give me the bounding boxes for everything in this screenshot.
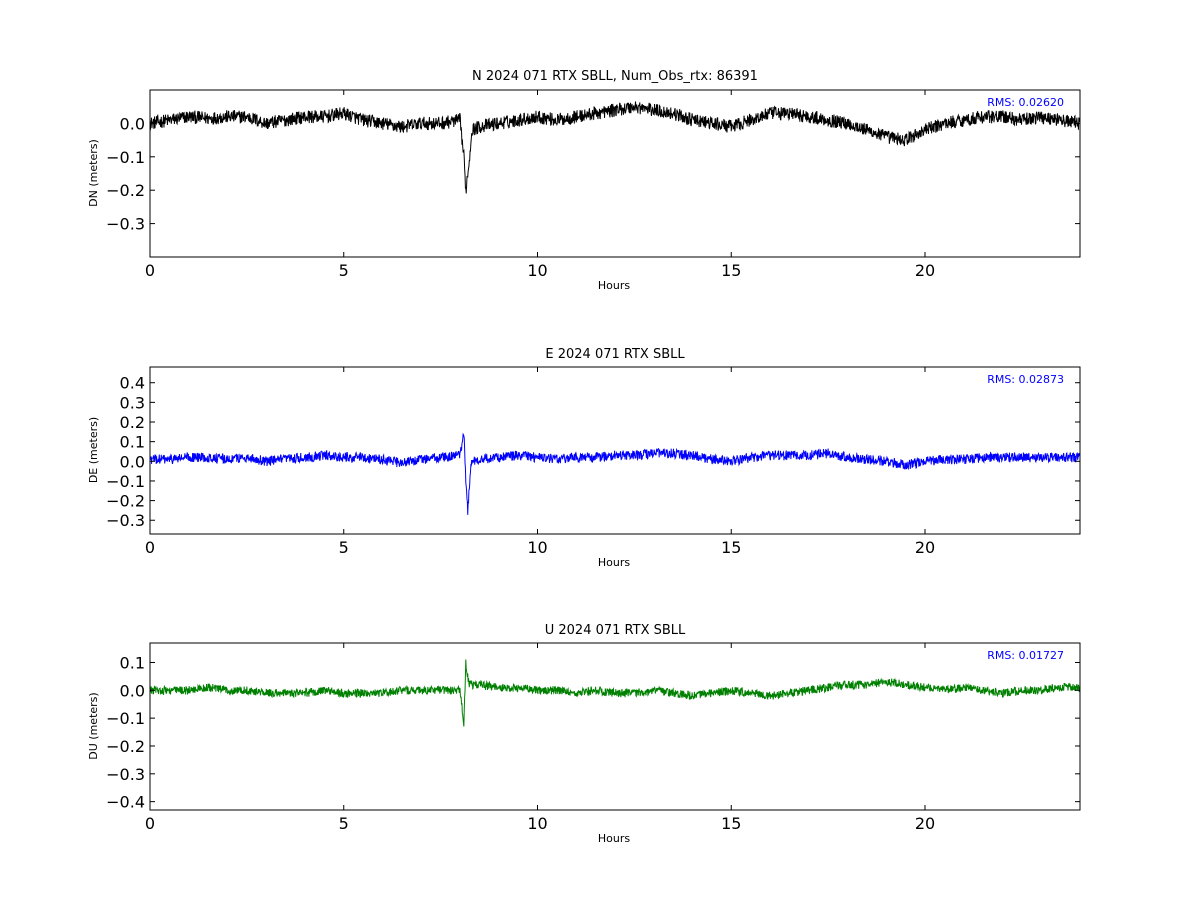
panel-north-xtick-label: 5 (339, 261, 349, 280)
panel-up-xtick-label: 10 (527, 814, 547, 833)
panel-up-ytick-label: −0.3 (106, 765, 145, 784)
panel-east-xtick-label: 20 (915, 538, 935, 557)
panel-up-ytick-label: 0.0 (120, 681, 145, 700)
panel-north-series-line (150, 101, 1080, 194)
panel-up-plot: 0 5 10 15 20 0.1 0.0 −0.1 −0.2 −0.3 −0.4 (106, 642, 1081, 833)
panel-north-xtick-label: 15 (721, 261, 741, 280)
panel-up-ylabel: DU (meters) (87, 692, 100, 759)
panel-north-ylabel: DN (meters) (87, 139, 100, 207)
panel-east-ytick-label: 0.4 (120, 374, 145, 393)
panel-east-xlabel: Hours (598, 556, 630, 569)
panel-east-series-line (150, 432, 1080, 515)
panel-east-xtick-label: 5 (339, 538, 349, 557)
panel-east: E 2024 071 RTX SBLL 0 5 10 15 20 0.40.30.20.1… (87, 347, 1081, 569)
panel-north-ytick-label: 0.0 (120, 114, 145, 133)
panel-east-ytick-label: 0.0 (120, 452, 145, 471)
panel-east-ytick-label: −0.1 (106, 472, 145, 491)
panel-up-xtick-label: 20 (915, 814, 935, 833)
panel-north-title: N 2024 071 RTX SBLL, Num_Obs_rtx: 86391 (472, 69, 758, 84)
panel-up-xlabel: Hours (598, 832, 630, 845)
panel-up-rms: RMS: 0.01727 (987, 649, 1064, 662)
panel-east-xtick-label: 15 (721, 538, 741, 557)
panel-east-ytick-label: 0.2 (120, 413, 145, 432)
panel-up-xtick-label: 15 (721, 814, 741, 833)
panel-east-ytick-label: −0.2 (106, 492, 145, 511)
panel-up-ytick-label: −0.2 (106, 737, 145, 756)
panel-up-xtick-label: 5 (339, 814, 349, 833)
panel-north-rms: RMS: 0.02620 (987, 96, 1064, 109)
panel-east-ytick-label: −0.3 (106, 511, 145, 530)
panel-east-axes-frame (149, 366, 1081, 535)
panel-east-ytick-label: 0.1 (120, 433, 145, 452)
panel-east-xtick-label: 0 (145, 538, 155, 557)
panel-up-title: U 2024 071 RTX SBLL (545, 623, 686, 638)
panel-north-xtick-label: 20 (915, 261, 935, 280)
panel-up-ytick-label: −0.1 (106, 709, 145, 728)
panel-north-ytick-label: −0.3 (106, 215, 145, 234)
panel-north-axes-frame (149, 89, 1081, 258)
panel-up: U 2024 071 RTX SBLL 0 5 10 15 20 0.1 0.0 −0.1 −0… (87, 623, 1081, 845)
panel-east-rms: RMS: 0.02873 (987, 373, 1064, 386)
panel-north-ytick-label: −0.2 (106, 181, 145, 200)
panel-east-title: E 2024 071 RTX SBLL (545, 347, 685, 362)
panel-up-axes-frame (149, 642, 1081, 811)
panel-east-plot: 0 5 10 15 20 0.40.30.20.10.0−0.1−0.2−0.3 (106, 366, 1081, 557)
panel-up-ytick-label: −0.4 (106, 793, 145, 812)
panel-north-plot: 0 5 10 15 20 0.0 −0.1 −0.2 −0.3 (106, 89, 1081, 280)
panel-north-xtick-label: 0 (145, 261, 155, 280)
panel-up-series-line (150, 659, 1080, 727)
panel-north: N 2024 071 RTX SBLL, Num_Obs_rtx: 86391 … (87, 69, 1081, 292)
panel-up-xtick-label: 0 (145, 814, 155, 833)
panel-east-ytick-label: 0.3 (120, 393, 145, 412)
panel-north-xlabel: Hours (598, 279, 630, 292)
panel-north-xtick-label: 10 (527, 261, 547, 280)
panel-north-ytick-label: −0.1 (106, 148, 145, 167)
panel-east-xtick-label: 10 (527, 538, 547, 557)
panel-east-ylabel: DE (meters) (87, 417, 100, 483)
panel-up-ytick-label: 0.1 (120, 653, 145, 672)
